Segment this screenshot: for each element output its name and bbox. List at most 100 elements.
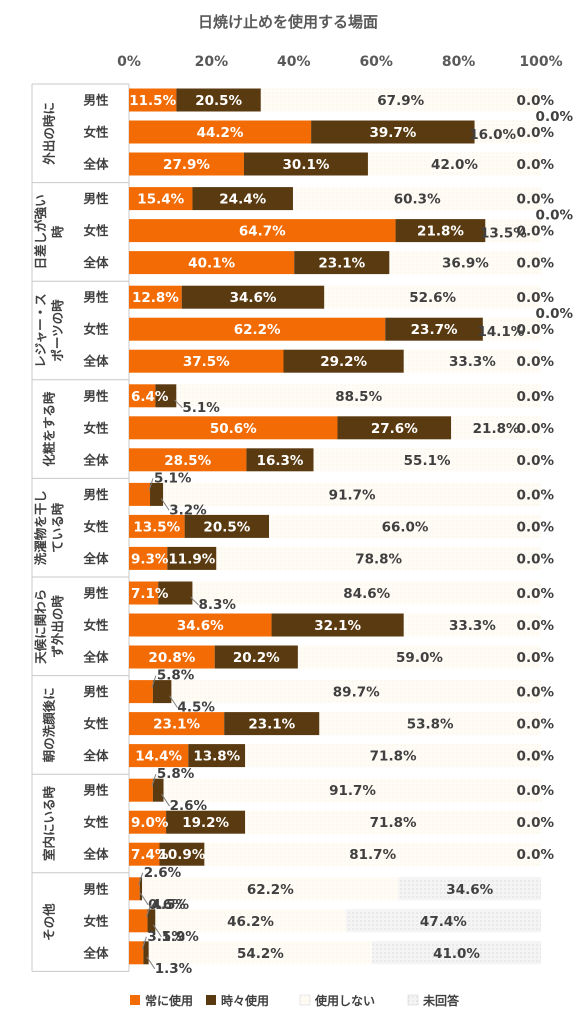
leader-line — [148, 478, 154, 491]
data-label: 4.5% — [152, 897, 190, 913]
always-use-bar — [129, 514, 185, 538]
data-label: 13.5% — [480, 226, 527, 242]
always-use-bar — [129, 219, 396, 243]
always-use-bar — [129, 251, 295, 275]
data-label: 29.2% — [320, 354, 367, 370]
bars — [129, 88, 542, 965]
data-label: 62.2% — [247, 882, 294, 898]
row-label: 男性 — [83, 487, 109, 502]
data-label: 11.9% — [168, 551, 215, 567]
leader-line — [152, 924, 162, 938]
data-label: 6.4% — [131, 389, 169, 405]
row-label: 全体 — [82, 748, 109, 763]
data-label: 84.6% — [343, 586, 390, 602]
data-label: 14.1% — [477, 324, 524, 340]
row-label: 女性 — [83, 618, 109, 633]
data-label: 15.4% — [137, 192, 184, 208]
not-use-bar — [324, 285, 541, 309]
data-label: 23.1% — [153, 717, 200, 733]
data-label: 64.7% — [239, 224, 286, 240]
data-label: 19.2% — [182, 815, 229, 831]
sometimes-use-bar — [192, 187, 293, 211]
data-label: 34.6% — [177, 618, 224, 634]
data-label: 27.6% — [371, 421, 418, 437]
data-label: 50.6% — [210, 421, 257, 437]
legend-label: 使用しない — [314, 993, 375, 1008]
data-label: 32.1% — [314, 618, 361, 634]
leader-line — [151, 774, 157, 787]
data-label: 0.0% — [517, 256, 555, 272]
sometimes-use-bar — [158, 581, 193, 605]
data-label: 30.1% — [283, 157, 330, 173]
data-label: 44.2% — [197, 125, 244, 141]
row-label: 女性 — [83, 913, 109, 928]
always-use-bar — [129, 909, 148, 933]
data-label: 0.0% — [517, 93, 555, 109]
always-use-bar — [129, 482, 151, 506]
data-label: 34.6% — [230, 290, 277, 306]
x-tick-label: 100% — [519, 54, 562, 70]
data-label: 0.0% — [536, 208, 574, 224]
sometimes-use-bar — [294, 251, 390, 275]
data-label: 1.9% — [161, 929, 199, 945]
no-answer-bar — [345, 909, 541, 933]
sometimes-use-bar — [243, 152, 368, 176]
x-tick-label: 40% — [277, 54, 311, 70]
not-use-bar — [148, 941, 373, 965]
always-use-bar — [129, 877, 140, 901]
not-use-bar — [216, 546, 541, 570]
data-label: 33.3% — [449, 354, 496, 370]
group-label: 外出の時に — [42, 102, 57, 166]
legend-label: 常に使用 — [145, 993, 193, 1008]
data-label: 88.5% — [335, 389, 382, 405]
legend-swatch — [407, 994, 419, 1006]
row-label: 男性 — [83, 586, 109, 601]
always-use-bar — [129, 120, 312, 144]
data-label: 0.0% — [517, 717, 555, 733]
always-use-bar — [129, 842, 160, 866]
data-label: 0.0% — [517, 322, 555, 338]
legend-label: 未回答 — [422, 993, 460, 1008]
not-use-bar — [482, 317, 541, 341]
always-use-bar — [129, 317, 386, 341]
row-label: 女性 — [83, 519, 109, 534]
data-label: 13.8% — [193, 749, 240, 765]
sometimes-use-bar — [166, 810, 246, 834]
data-label: 47.4% — [420, 914, 467, 930]
leader-line — [146, 904, 152, 917]
data-label: 14.4% — [135, 749, 182, 765]
row-label: 女性 — [83, 125, 109, 140]
row-label: 女性 — [83, 322, 109, 337]
data-label: 5.8% — [157, 668, 195, 684]
sometimes-use-bar — [395, 219, 486, 243]
group-label-line: 日差しが強い — [33, 194, 48, 269]
data-label: 0.0% — [517, 421, 555, 437]
data-label: 16.3% — [257, 453, 304, 469]
group-label: 室内にいる時 — [42, 786, 57, 862]
not-use-bar — [367, 152, 541, 176]
row-label: 男性 — [83, 783, 109, 798]
data-label: 21.8% — [473, 421, 520, 437]
group-label-line: ず外出の時 — [50, 595, 65, 658]
data-label: 23.7% — [411, 322, 458, 338]
group-label: その他 — [42, 903, 57, 941]
x-tick-label: 60% — [359, 54, 393, 70]
group-label-line: レジャー・ス — [33, 293, 48, 367]
legend-swatch — [206, 995, 216, 1005]
always-use-bar — [129, 152, 244, 176]
row-label: 男性 — [83, 93, 109, 108]
row-label: 男性 — [83, 684, 109, 699]
legend: 常に使用 時々使用 使用しない 未回答 — [130, 993, 460, 1008]
leader-line — [161, 793, 171, 807]
always-use-bar — [129, 645, 215, 669]
sometimes-use-bar — [155, 384, 177, 408]
data-label: 20.5% — [195, 93, 242, 109]
data-label: 71.8% — [370, 749, 417, 765]
sometimes-use-bar — [147, 909, 156, 933]
data-label: 0.0% — [517, 125, 555, 141]
not-use-bar — [245, 744, 541, 768]
row-label: 全体 — [82, 452, 109, 467]
data-label: 52.6% — [409, 290, 456, 306]
not-use-bar — [155, 909, 346, 933]
legend-swatch — [299, 994, 311, 1006]
